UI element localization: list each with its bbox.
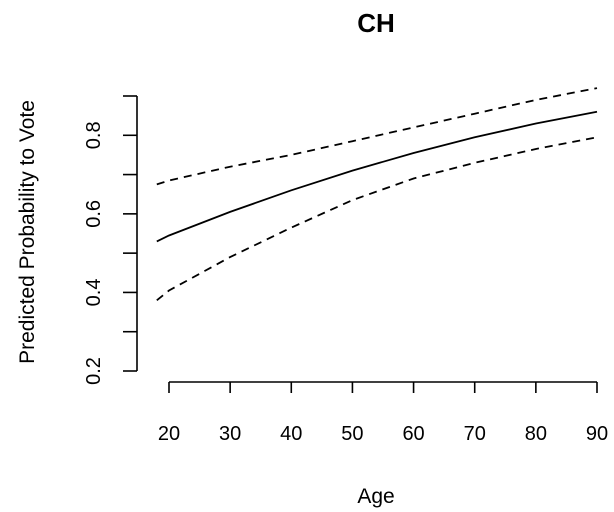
y-axis-label: Predicted Probability to Vote xyxy=(16,100,39,364)
x-tick-label: 50 xyxy=(341,423,363,445)
y-ticks: 0.2 0.4 0.6 0.8 xyxy=(83,95,137,385)
upper-bound-line xyxy=(156,87,598,186)
x-tick-label: 80 xyxy=(525,423,547,445)
plot-lines xyxy=(156,87,598,302)
x-ticks: 20 30 40 50 60 70 80 90 xyxy=(158,382,608,445)
x-tick-label: 30 xyxy=(219,423,241,445)
lower-bound-line xyxy=(156,136,598,302)
x-tick-label: 40 xyxy=(280,423,302,445)
chart-title: CH xyxy=(357,8,395,38)
y-tick-label: 0.8 xyxy=(83,121,105,149)
x-tick-label: 60 xyxy=(402,423,424,445)
y-tick-label: 0.2 xyxy=(83,357,105,385)
y-tick-label: 0.4 xyxy=(83,279,105,307)
x-tick-label: 90 xyxy=(586,423,608,445)
x-axis-label: Age xyxy=(357,485,394,508)
predicted-probability-line xyxy=(156,110,598,243)
x-tick-label: 70 xyxy=(464,423,486,445)
y-tick-label: 0.6 xyxy=(83,200,105,228)
x-tick-label: 20 xyxy=(158,423,180,445)
